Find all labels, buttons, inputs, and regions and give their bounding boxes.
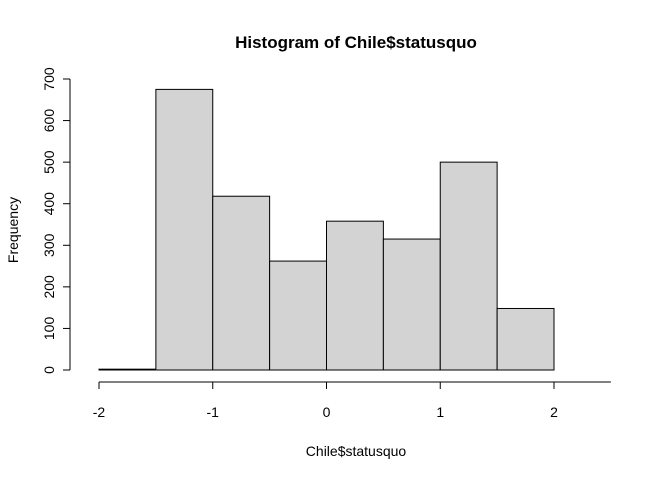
x-axis-label: Chile$statusquo — [306, 443, 407, 459]
y-axis-label: Frequency — [5, 197, 21, 263]
histogram-bar-0 — [98, 368, 157, 371]
histogram-bar-7 — [496, 307, 555, 371]
y-tick-label-5: 500 — [41, 150, 57, 174]
x-tick-label-2: 0 — [323, 404, 331, 420]
y-tick-label-3: 300 — [41, 233, 57, 257]
histogram-bar-3 — [269, 260, 327, 371]
x-tick-label-3: 1 — [436, 404, 444, 420]
chart-title: Histogram of Chile$statusquo — [235, 33, 477, 52]
histogram-bar-4 — [326, 220, 384, 371]
histogram-bar-6 — [439, 161, 498, 371]
x-tick-label-0: -2 — [93, 404, 106, 420]
y-tick-label-2: 200 — [41, 275, 57, 299]
y-tick-label-7: 700 — [41, 67, 57, 91]
y-tick-label-6: 600 — [41, 109, 57, 133]
histogram-bar-1 — [155, 88, 214, 371]
histogram-bar-2 — [212, 195, 271, 371]
x-tick-label-4: 2 — [550, 404, 558, 420]
y-tick-label-0: 0 — [41, 366, 57, 374]
x-axis: -2 -1 0 1 2 — [93, 381, 611, 420]
y-tick-label-4: 400 — [41, 192, 57, 216]
x-tick-label-1: -1 — [207, 404, 220, 420]
histogram-bar-5 — [382, 238, 441, 371]
y-tick-label-1: 100 — [41, 317, 57, 341]
bars-group — [98, 88, 555, 371]
y-axis: 0 100 200 300 400 500 600 700 — [41, 67, 71, 374]
